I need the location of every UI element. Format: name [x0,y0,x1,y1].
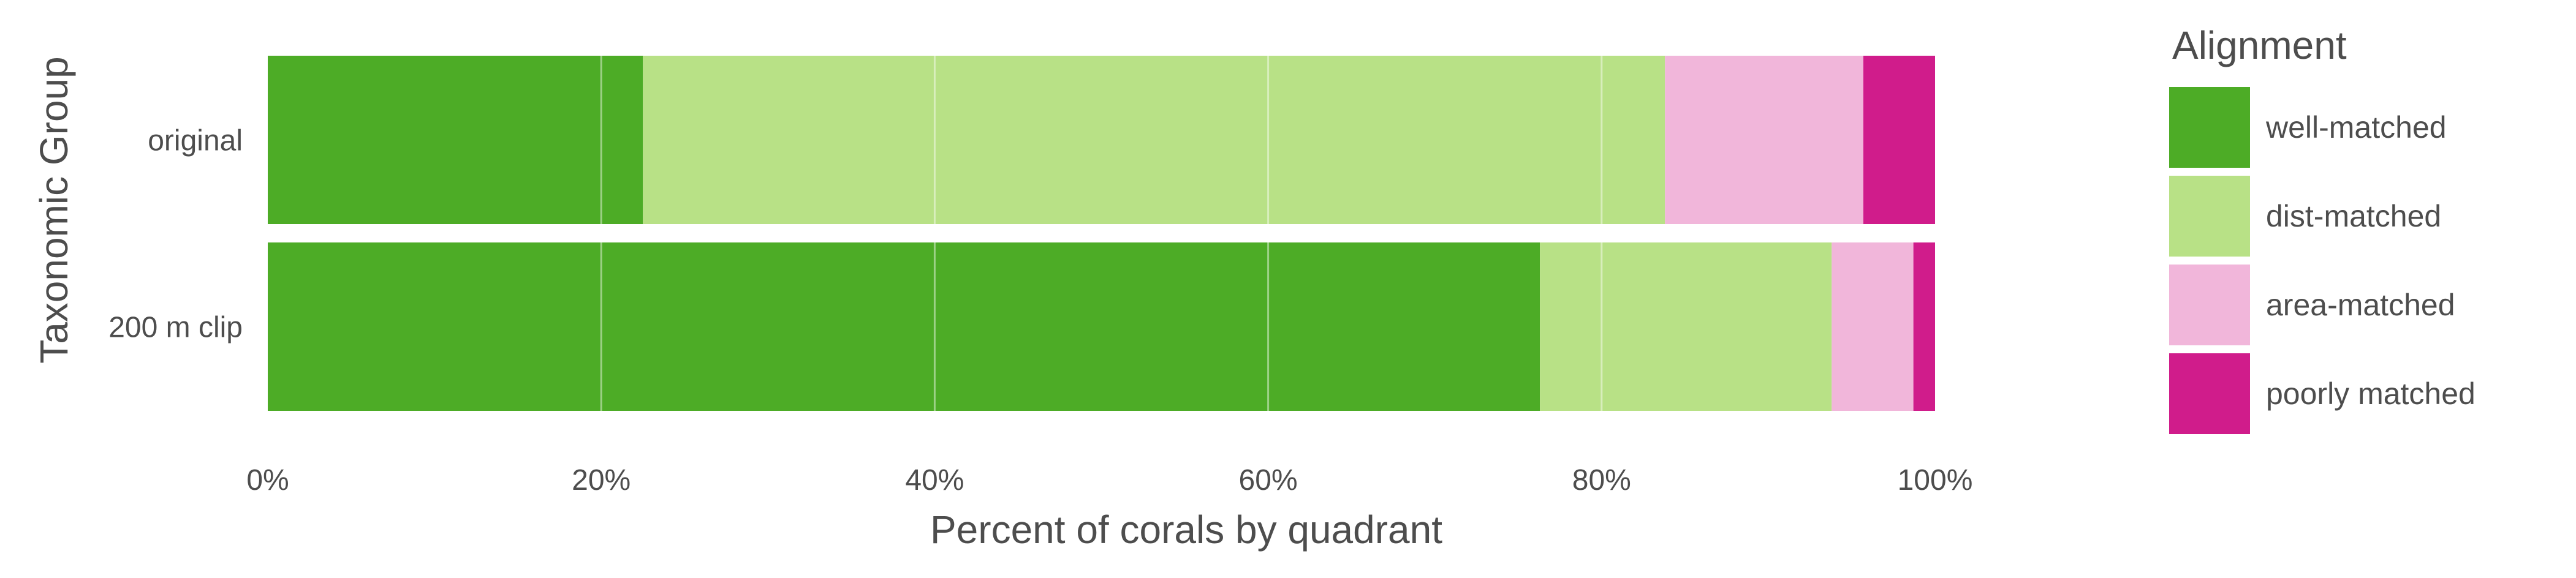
bar-original-poorly-matched [1863,56,1935,224]
bars-layer [268,56,1935,411]
bar-original-dist-matched [643,56,1665,224]
legend-label-poorly-matched: poorly matched [2266,377,2476,411]
y-tick-label-original: original [148,125,243,157]
legend-label-dist-matched: dist-matched [2266,199,2441,233]
bar-200-m-clip-poorly-matched [1913,242,1935,411]
legend-key-dist-matched [2169,176,2250,257]
legend-key-well-matched [2169,87,2250,168]
x-tick-label-80: 80% [1572,464,1631,497]
x-tick-label-100: 100% [1898,464,1973,497]
x-tick-label-40: 40% [905,464,964,497]
legend-label-well-matched: well-matched [2265,110,2447,144]
legend-key-area-matched [2169,265,2250,345]
legend-label-area-matched: area-matched [2266,288,2455,322]
legend-title: Alignment [2172,23,2347,67]
legend-key-poorly-matched [2169,353,2250,434]
x-tick-labels: 0% 20% 40% 60% 80% 100% [246,464,1972,497]
x-axis-title: Percent of corals by quadrant [930,508,1442,552]
bar-200-m-clip-well-matched [268,242,1540,411]
y-axis-title: Taxonomic Group [32,56,76,364]
y-tick-labels: original 200 m clip [108,125,243,344]
bar-200-m-clip-dist-matched [1540,242,1832,411]
bar-original-well-matched [268,56,643,224]
legend: Alignment well-matched dist-matched area-m… [2169,23,2476,434]
x-tick-label-0: 0% [246,464,289,497]
gridlines-layer [600,56,1603,411]
x-tick-label-60: 60% [1239,464,1298,497]
bar-200-m-clip-area-matched [1832,242,1914,411]
x-tick-label-20: 20% [572,464,631,497]
bar-original-area-matched [1665,56,1863,224]
y-tick-label-200-m-clip: 200 m clip [108,312,243,344]
